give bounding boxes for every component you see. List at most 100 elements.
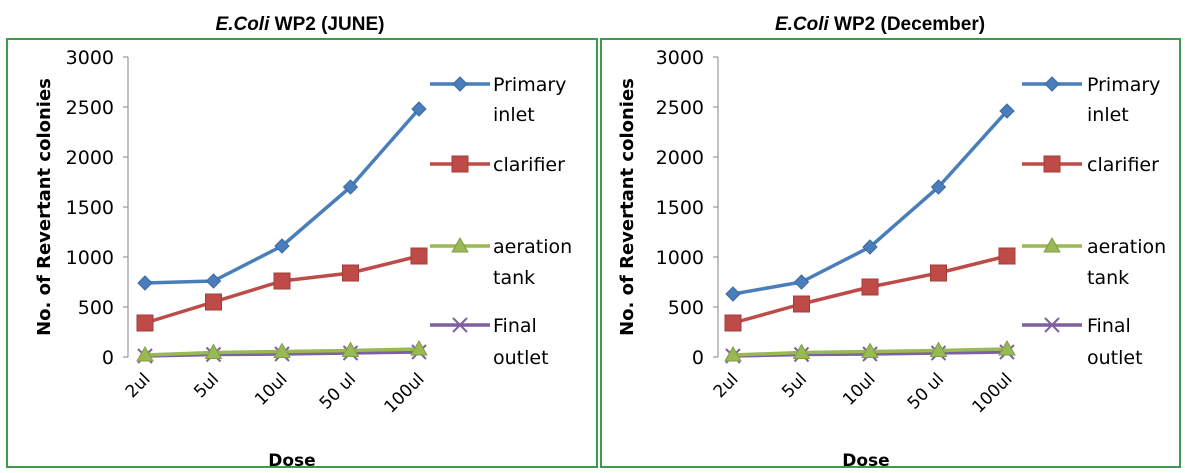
data-point [342,264,359,282]
legend-swatch-marker [451,155,469,173]
y-tick-label: 2000 [656,147,704,169]
x-tick-label: 100ul [380,369,428,417]
chart-panel-december [600,38,1181,468]
data-point [930,264,947,282]
x-tick-label: 5ul [778,369,811,402]
chart-title-rest: WP2 (JUNE) [269,14,385,35]
data-point [999,103,1015,119]
series-line [144,107,421,285]
data-point [410,247,428,265]
y-tick-label: 2500 [656,97,704,119]
y-tick-label: 500 [668,297,704,319]
legend-label: outlet [1087,347,1143,369]
data-point [724,345,742,362]
data-point [205,293,222,311]
legend-entry: clarifier [430,154,565,176]
legend-entry: Final outlet [1022,315,1143,369]
data-point [342,179,359,195]
legend-entry: Primary inlet [1022,74,1160,126]
legend-swatch-marker [1044,76,1060,92]
legend-entry: Primary inlet [430,74,566,126]
data-point [861,278,879,296]
legend-label: clarifier [1087,154,1159,176]
legend-swatch-marker [1044,317,1060,333]
series-2 [136,339,428,362]
legend-swatch-marker [452,76,468,92]
data-point [137,275,153,291]
data-point [136,314,154,332]
data-point [273,272,291,290]
chart-title-rest: WP2 (December) [828,14,986,35]
data-point [862,239,878,255]
legend-entry: clarifier [1022,154,1159,176]
y-axis-title: No. of Revertant colonies [34,78,55,336]
legend-label: Final [493,315,537,337]
legend-swatch-marker [452,317,468,333]
data-point [793,295,810,313]
data-point [998,247,1016,265]
legend-entry: Final outlet [430,315,549,369]
legend-label: Primary [493,74,566,96]
legend-label: tank [493,267,535,289]
y-tick-label: 0 [692,347,704,369]
legend-swatch-marker [451,236,469,253]
legend-label: Primary [1087,74,1160,96]
data-point [929,341,948,357]
x-tick-label: 50 ul [316,369,360,413]
chart-panel-june [6,38,598,468]
legend-entry: aeration tank [430,236,572,289]
series-1 [724,247,1016,332]
legend-label: aeration [493,236,572,258]
data-point [930,179,947,195]
y-tick-label: 1500 [66,197,114,219]
data-point [792,343,811,359]
chart-plot-1: 0 500 1000 1500 2000 2500 3000 2ul 5ul 10ul 50 ul 1… [617,47,1166,471]
data-point [861,342,879,358]
data-point [724,314,742,332]
x-axis-title: Dose [842,451,889,471]
data-point [341,341,360,357]
data-point [136,345,154,362]
y-tick-label: 1000 [656,247,704,269]
y-tick-label: 3000 [656,47,704,69]
x-tick-label: 10ul [839,369,879,409]
y-tick-label: 2000 [66,147,114,169]
chart-title-italic: E.Coli [774,14,829,35]
legend-label: Final [1087,315,1131,337]
chart-title-december: E.Coli WP2 (December) [680,14,1080,36]
x-axis-title: Dose [268,451,315,471]
chart-title-june: E.Coli WP2 (JUNE) [100,14,500,36]
y-tick-label: 0 [102,347,114,369]
legend-label: aeration [1087,236,1166,258]
y-tick-label: 3000 [66,47,114,69]
x-tick-label: 50 ul [904,369,948,413]
data-point [793,274,810,290]
y-tick-label: 500 [78,297,114,319]
legend-swatch-marker [1043,155,1061,173]
data-point [411,101,427,117]
data-point [205,273,222,289]
data-point [204,343,223,359]
y-tick-label: 1000 [66,247,114,269]
data-point [410,339,428,356]
data-point [274,238,290,254]
series-2 [724,339,1016,362]
x-tick-label: 2ul [710,369,743,402]
chart-plot-0: 0 500 1000 1500 2000 2500 3000 2ul 5ul 10ul 50 ul 1… [34,47,572,471]
legend-label: inlet [493,104,535,126]
y-tick-label: 2500 [66,97,114,119]
y-axis-title: No. of Revertant colonies [617,78,638,336]
series-0 [725,103,1015,302]
y-tick-label: 1500 [656,197,704,219]
legend-label: tank [1087,267,1129,289]
data-point [273,342,291,358]
x-tick-label: 10ul [251,369,291,409]
chart-title-italic: E.Coli [215,14,270,35]
data-point [998,339,1016,356]
legend-swatch-marker [1043,236,1061,253]
legend-entry: aeration tank [1022,236,1166,289]
legend-label: outlet [493,347,549,369]
legend-label: clarifier [493,154,565,176]
x-tick-label: 2ul [122,369,155,402]
